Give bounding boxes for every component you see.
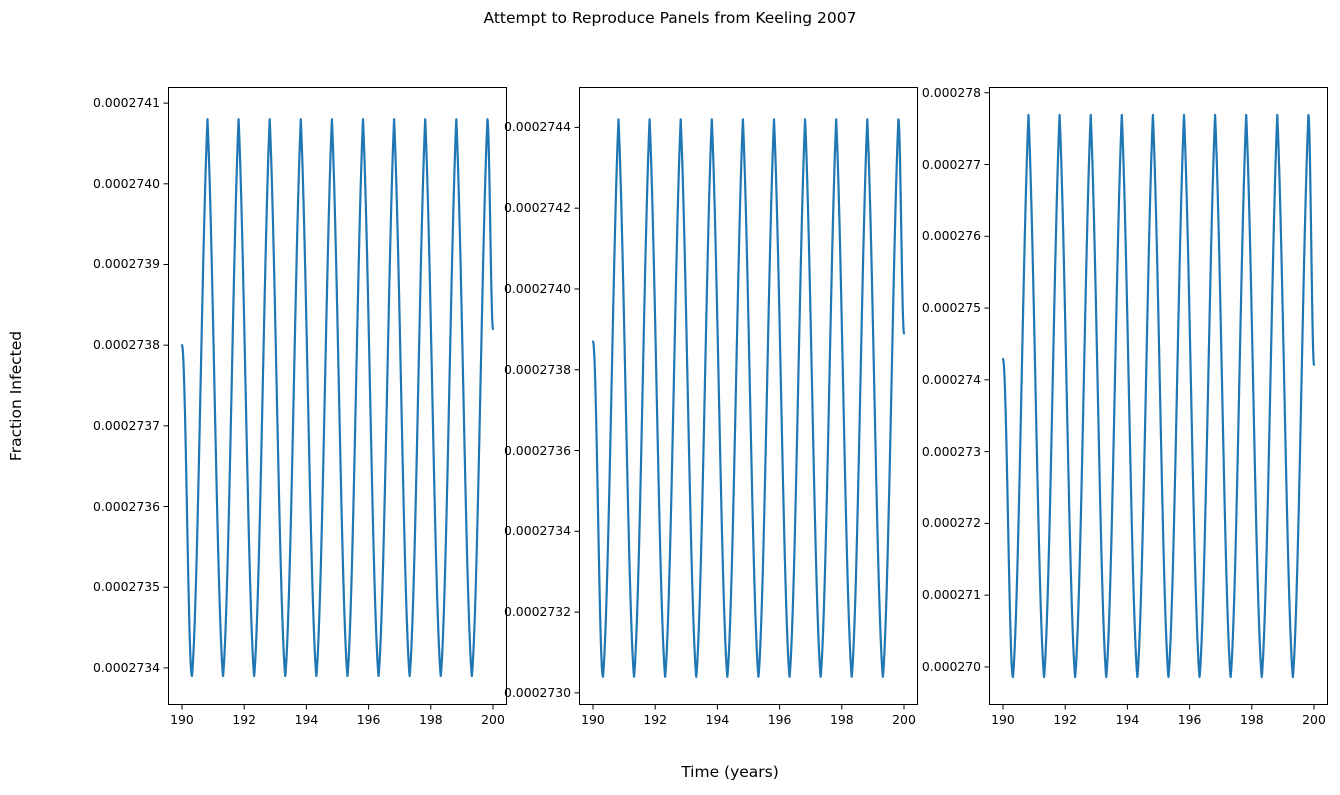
x-tick-label: 194 [294,712,319,727]
y-tick-label: 0.0002741 [92,95,160,111]
subplot-right [984,87,1328,710]
plot-border [989,87,1328,705]
y-tick-label: 0.000274 [921,371,981,387]
plot-area-left [163,87,507,710]
plot-area-right [984,87,1328,710]
y-tick-label: 0.0002732 [503,604,571,620]
y-tick-label: 0.0002734 [503,523,571,539]
y-tick-label: 0.0002740 [503,280,571,296]
y-tick-label: 0.0002742 [503,200,571,216]
y-tick-label: 0.000271 [921,587,981,603]
x-tick-label: 200 [481,712,505,727]
y-tick-label: 0.000277 [921,156,981,172]
y-tick-label: 0.0002736 [503,442,571,458]
y-tick-label: 0.0002735 [92,579,160,595]
y-tick-label: 0.000273 [921,443,981,459]
x-tick-label: 196 [767,712,792,727]
plot-border [579,87,918,705]
x-ticks [592,705,905,710]
subplot-middle [574,87,918,710]
x-ticks [1002,705,1315,710]
y-axis-label: Fraction Infected [7,330,25,462]
x-tick-label: 198 [1239,712,1264,727]
x-tick-label: 196 [1177,712,1202,727]
plot-area-middle [574,87,918,710]
y-ticks [574,126,579,694]
y-tick-label: 0.0002744 [503,119,571,135]
x-tick-label: 200 [1302,712,1326,727]
x-tick-label: 192 [1053,712,1078,727]
x-axis-label: Time (years) [681,763,779,781]
x-tick-label: 192 [643,712,668,727]
plot-border [168,87,507,705]
x-tick-label: 192 [232,712,257,727]
y-tick-label: 0.0002734 [92,659,160,675]
x-tick-label: 190 [170,712,194,727]
x-tick-label: 198 [829,712,854,727]
x-tick-label: 190 [991,712,1015,727]
y-tick-label: 0.000272 [921,515,981,531]
infection-curve [180,118,495,678]
x-tick-label: 190 [581,712,605,727]
y-tick-label: 0.0002738 [503,361,571,377]
y-tick-label: 0.000275 [921,300,981,316]
subplot-left [163,87,507,710]
x-tick-label: 194 [1115,712,1140,727]
y-tick-label: 0.0002730 [503,684,571,700]
y-tick-label: 0.0002736 [92,498,160,514]
y-tick-label: 0.0002738 [92,337,160,353]
chart-title: Attempt to Reproduce Panels from Keeling… [483,9,857,27]
y-tick-label: 0.0002739 [92,256,160,272]
y-ticks [984,92,989,668]
y-tick-label: 0.0002737 [92,417,160,433]
infection-curve [591,118,906,678]
y-tick-label: 0.000276 [921,228,981,244]
y-tick-label: 0.000278 [921,84,981,100]
infection-curve [1001,113,1316,679]
y-tick-label: 0.000270 [921,658,981,674]
y-ticks [163,102,168,669]
x-tick-label: 194 [705,712,730,727]
x-tick-label: 200 [892,712,916,727]
x-tick-label: 198 [418,712,443,727]
x-tick-label: 196 [356,712,381,727]
x-ticks [181,705,494,710]
y-tick-label: 0.0002740 [92,175,160,191]
